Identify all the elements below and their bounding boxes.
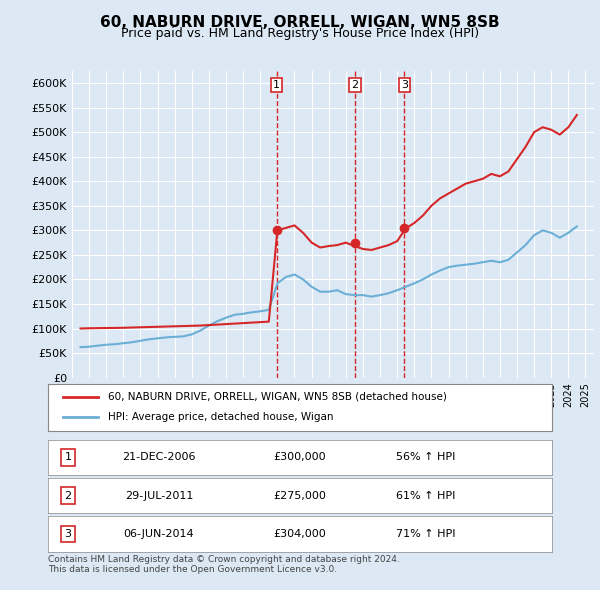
Text: 2: 2	[352, 80, 359, 90]
Text: 61% ↑ HPI: 61% ↑ HPI	[397, 491, 455, 500]
Text: 71% ↑ HPI: 71% ↑ HPI	[396, 529, 456, 539]
Text: 1: 1	[273, 80, 280, 90]
Text: 06-JUN-2014: 06-JUN-2014	[124, 529, 194, 539]
Text: 2: 2	[65, 491, 72, 500]
Text: 60, NABURN DRIVE, ORRELL, WIGAN, WN5 8SB: 60, NABURN DRIVE, ORRELL, WIGAN, WN5 8SB	[100, 15, 500, 30]
Text: £275,000: £275,000	[274, 491, 326, 500]
Text: 29-JUL-2011: 29-JUL-2011	[125, 491, 193, 500]
Text: 21-DEC-2006: 21-DEC-2006	[122, 453, 196, 462]
Text: 1: 1	[65, 453, 71, 462]
Text: 3: 3	[65, 529, 71, 539]
Text: Price paid vs. HM Land Registry's House Price Index (HPI): Price paid vs. HM Land Registry's House …	[121, 27, 479, 40]
Text: 3: 3	[401, 80, 408, 90]
Text: HPI: Average price, detached house, Wigan: HPI: Average price, detached house, Wiga…	[109, 412, 334, 422]
Text: £300,000: £300,000	[274, 453, 326, 462]
Text: 60, NABURN DRIVE, ORRELL, WIGAN, WN5 8SB (detached house): 60, NABURN DRIVE, ORRELL, WIGAN, WN5 8SB…	[109, 392, 448, 402]
Text: Contains HM Land Registry data © Crown copyright and database right 2024.
This d: Contains HM Land Registry data © Crown c…	[48, 555, 400, 574]
Text: £304,000: £304,000	[274, 529, 326, 539]
Text: 56% ↑ HPI: 56% ↑ HPI	[397, 453, 455, 462]
